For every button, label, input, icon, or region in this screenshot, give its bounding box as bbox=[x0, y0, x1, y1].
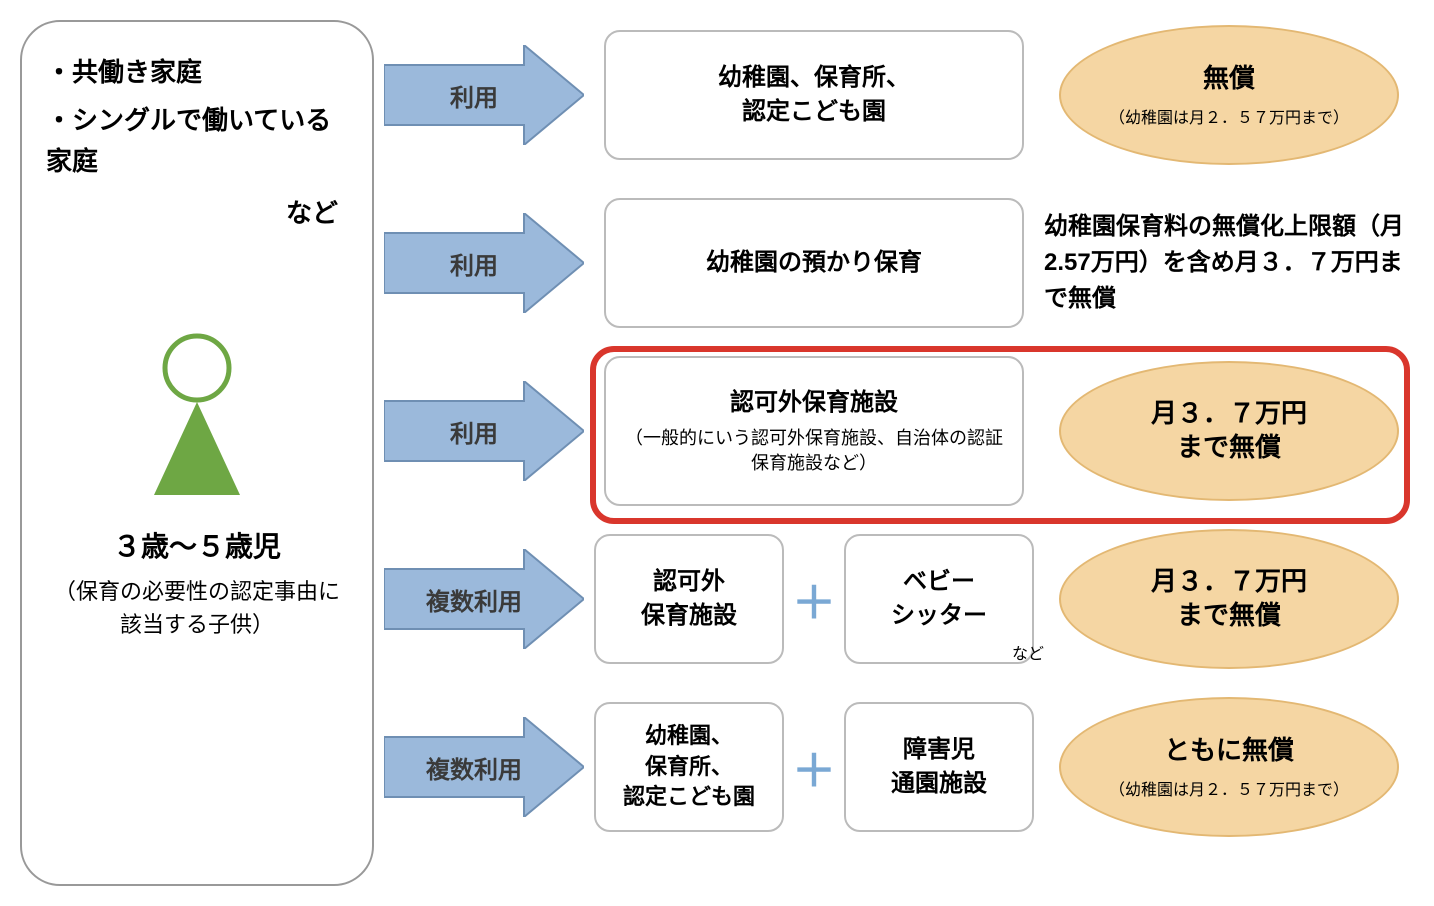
facility-5a-title: 幼稚園、 保育所、 認定こども園 bbox=[614, 721, 764, 813]
facility-4a-title: 認可外 保育施設 bbox=[614, 565, 764, 632]
result-4: 月３．７万円 まで無償 bbox=[1044, 529, 1414, 669]
arrow-1-label: 利用 bbox=[450, 78, 498, 113]
row-3: 利用 認可外保育施設 （一般的にいう認可外保育施設、自治体の認証保育施設など） … bbox=[384, 356, 1414, 506]
result-2: 幼稚園保育料の無償化上限額（月2.57万円）を含め月３．７万円まで無償 bbox=[1044, 209, 1414, 317]
arrow-4: 複数利用 bbox=[384, 549, 584, 649]
result-1-title: 無償 bbox=[1203, 62, 1255, 96]
nado-label: など bbox=[46, 193, 338, 230]
arrow-3: 利用 bbox=[384, 381, 584, 481]
result-4-title: 月３．７万円 まで無償 bbox=[1151, 565, 1307, 633]
facility-3-sub: （一般的にいう認可外保育施設、自治体の認証保育施設など） bbox=[624, 426, 1004, 476]
plus-icon-1: ＋ bbox=[792, 567, 836, 631]
facility-5b: 障害児 通園施設 bbox=[844, 702, 1034, 832]
arrow-1: 利用 bbox=[384, 45, 584, 145]
arrow-2-label: 利用 bbox=[450, 246, 498, 281]
result-3-title: 月３．７万円 まで無償 bbox=[1151, 397, 1307, 465]
row-2: 利用 幼稚園の預かり保育 幼稚園保育料の無償化上限額（月2.57万円）を含め月３… bbox=[384, 188, 1414, 338]
facility-4b-title: ベビー シッター bbox=[864, 565, 1014, 632]
result-3: 月３．７万円 まで無償 bbox=[1044, 361, 1414, 501]
diagram-root: ・共働き家庭 ・シングルで働いている家庭 など ３歳～５歳児 （保育の必要性の認… bbox=[20, 20, 1414, 886]
arrow-5-label: 複数利用 bbox=[426, 750, 522, 785]
result-5-sub: （幼稚園は月２．５７万円まで） bbox=[1109, 776, 1349, 800]
result-1: 無償 （幼稚園は月２．５７万円まで） bbox=[1044, 25, 1414, 165]
facility-5a: 幼稚園、 保育所、 認定こども園 bbox=[594, 702, 784, 832]
row-4: 複数利用 認可外 保育施設 ＋ ベビー シッター など 月３．７万円 まで無償 bbox=[384, 524, 1414, 674]
bullet-1: ・共働き家庭 bbox=[46, 52, 348, 94]
age-note: （保育の必要性の認定事由に該当する子供） bbox=[46, 575, 348, 641]
result-5-title: ともに無償 bbox=[1164, 734, 1294, 768]
facility-3: 認可外保育施設 （一般的にいう認可外保育施設、自治体の認証保育施設など） bbox=[604, 356, 1024, 506]
facility-5b-title: 障害児 通園施設 bbox=[864, 733, 1014, 800]
child-icon bbox=[142, 330, 252, 500]
facility-3-title: 認可外保育施設 bbox=[624, 386, 1004, 420]
arrow-2: 利用 bbox=[384, 213, 584, 313]
rows-container: 利用 幼稚園、保育所、 認定こども園 無償 （幼稚園は月２．５７万円まで） 利用 bbox=[384, 20, 1414, 886]
facility-1: 幼稚園、保育所、 認定こども園 bbox=[604, 30, 1024, 160]
arrow-5: 複数利用 bbox=[384, 717, 584, 817]
result-1-sub: （幼稚園は月２．５７万円まで） bbox=[1109, 104, 1349, 128]
result-5: ともに無償 （幼稚園は月２．５７万円まで） bbox=[1044, 697, 1414, 837]
facility-1-title: 幼稚園、保育所、 認定こども園 bbox=[624, 61, 1004, 128]
facility-4a: 認可外 保育施設 bbox=[594, 534, 784, 664]
facility-4b: ベビー シッター bbox=[844, 534, 1034, 664]
person-icon-wrap bbox=[46, 330, 348, 505]
age-label: ３歳～５歳児 bbox=[46, 525, 348, 565]
left-panel: ・共働き家庭 ・シングルで働いている家庭 など ３歳～５歳児 （保育の必要性の認… bbox=[20, 20, 374, 886]
arrow-3-label: 利用 bbox=[450, 414, 498, 449]
row-5: 複数利用 幼稚園、 保育所、 認定こども園 ＋ 障害児 通園施設 ともに無償 （… bbox=[384, 692, 1414, 842]
bullet-2: ・シングルで働いている家庭 bbox=[46, 100, 348, 183]
arrow-4-label: 複数利用 bbox=[426, 582, 522, 617]
nado-small-4: など bbox=[1012, 640, 1044, 664]
plus-icon-2: ＋ bbox=[792, 735, 836, 799]
row-1: 利用 幼稚園、保育所、 認定こども園 無償 （幼稚園は月２．５７万円まで） bbox=[384, 20, 1414, 170]
facility-2-title: 幼稚園の預かり保育 bbox=[624, 246, 1004, 280]
result-2-text: 幼稚園保育料の無償化上限額（月2.57万円）を含め月３．７万円まで無償 bbox=[1044, 209, 1414, 317]
facility-2: 幼稚園の預かり保育 bbox=[604, 198, 1024, 328]
